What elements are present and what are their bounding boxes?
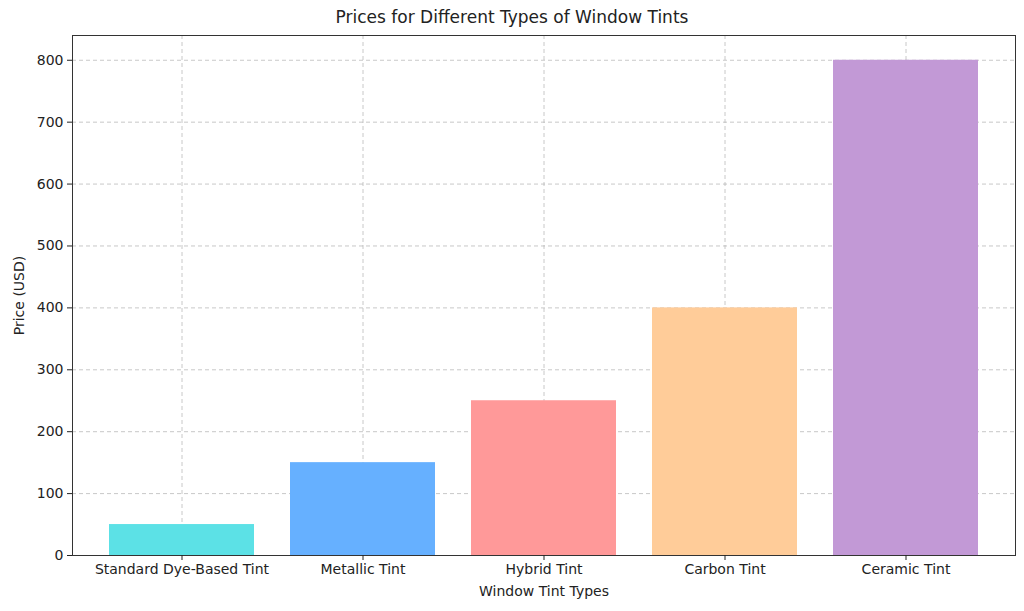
svg-text:200: 200 (37, 423, 64, 439)
svg-text:700: 700 (37, 114, 64, 130)
svg-text:500: 500 (37, 237, 64, 253)
svg-text:600: 600 (37, 176, 64, 192)
svg-text:Ceramic Tint: Ceramic Tint (862, 561, 951, 577)
svg-text:Price (USD): Price (USD) (11, 256, 27, 335)
svg-text:400: 400 (37, 299, 64, 315)
svg-text:Carbon Tint: Carbon Tint (684, 561, 766, 577)
html-text:Prices for Different Types of: Prices for Different Types of Window Tin… (335, 7, 689, 27)
svg-text:800: 800 (37, 52, 64, 68)
svg-text:Window Tint Types: Window Tint Types (479, 583, 609, 599)
svg-text:Standard Dye-Based Tint: Standard Dye-Based Tint (95, 561, 270, 577)
svg-text:0: 0 (55, 547, 64, 563)
svg-text:Hybrid Tint: Hybrid Tint (505, 561, 583, 577)
svg-text:300: 300 (37, 361, 64, 377)
svg-text:100: 100 (37, 485, 64, 501)
svg-text:Metallic Tint: Metallic Tint (321, 561, 406, 577)
